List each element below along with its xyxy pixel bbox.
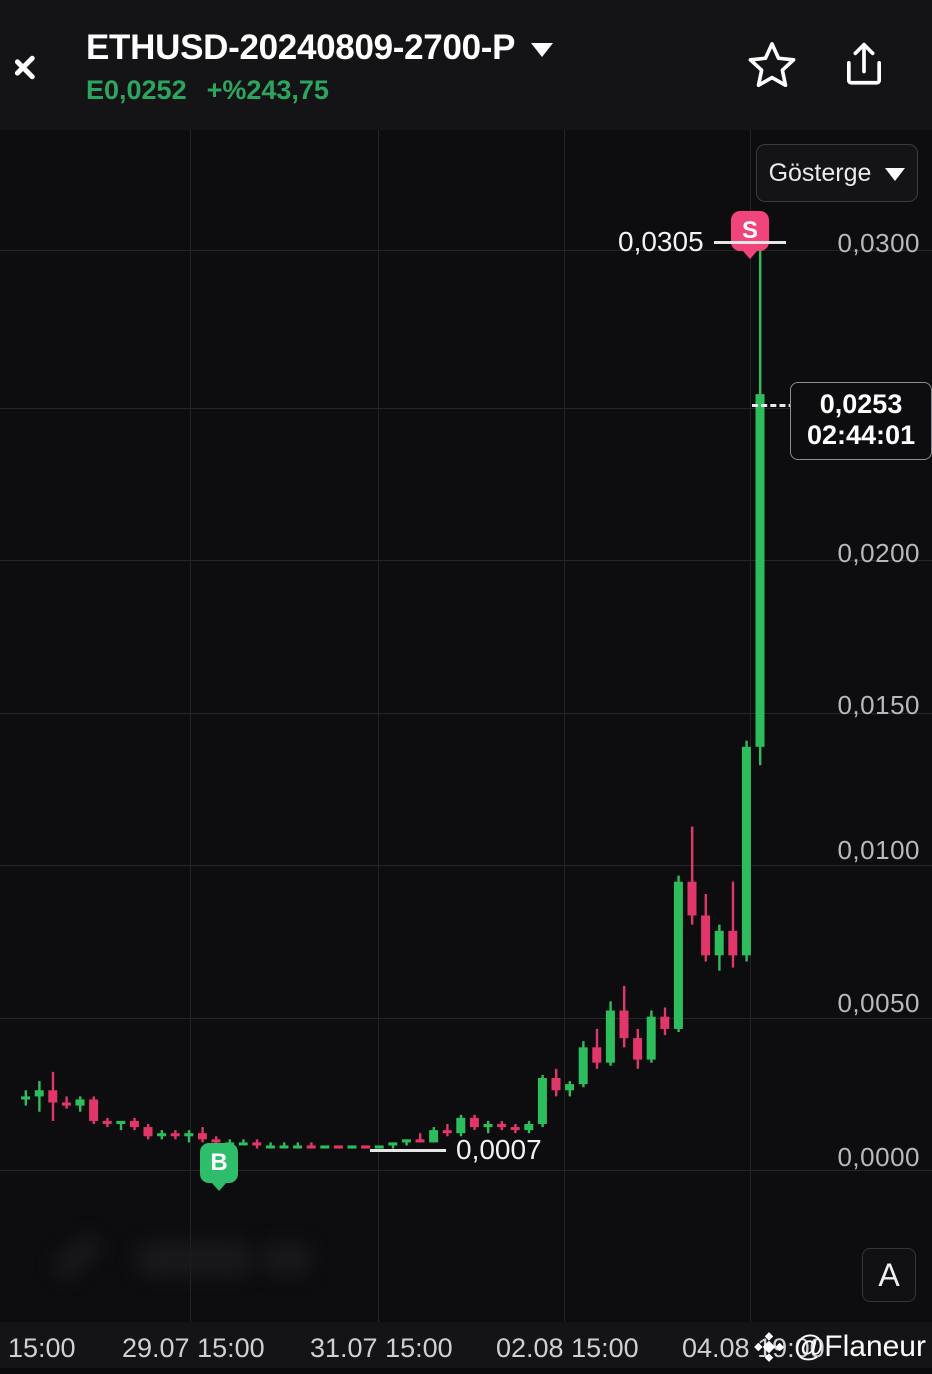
gridline-horizontal bbox=[0, 865, 932, 866]
sell-marker-label: S bbox=[741, 217, 758, 244]
y-axis-label: 0,0200 bbox=[837, 538, 920, 568]
gridline-vertical bbox=[750, 130, 751, 1322]
gridline-vertical bbox=[378, 130, 379, 1322]
chart-canvas[interactable]: 0,0300 0,0200 0,0150 0,0100 0,0050 0,000… bbox=[0, 130, 932, 1322]
chevron-down-icon bbox=[885, 168, 906, 181]
blurred-watermark-text bbox=[135, 1242, 255, 1276]
high-price-label: 0,0305 bbox=[618, 226, 786, 258]
app-header: ETHUSD-20240809-2700-P E0,0252 +%243,75 bbox=[0, 0, 932, 130]
x-axis: 15:00 29.07 15:00 31.07 15:00 02.08 15:0… bbox=[0, 1322, 932, 1374]
gridline-horizontal bbox=[0, 408, 932, 409]
x-axis-label: 29.07 15:00 bbox=[122, 1333, 265, 1363]
change-percent: +%243,75 bbox=[206, 75, 329, 105]
gridline-vertical bbox=[564, 130, 565, 1322]
indicator-dropdown[interactable]: Gösterge bbox=[756, 144, 918, 202]
gridline-horizontal bbox=[0, 1170, 932, 1171]
y-axis-label: 0,0050 bbox=[837, 988, 920, 1018]
watermark: @Flaneur bbox=[752, 1330, 926, 1364]
countdown-timer: 02:44:01 bbox=[807, 420, 916, 451]
share-icon bbox=[846, 42, 882, 85]
high-price-line bbox=[713, 240, 786, 244]
bottom-strip bbox=[0, 1368, 932, 1374]
y-axis-label: 0,0000 bbox=[837, 1142, 920, 1172]
blurred-watermark-text bbox=[262, 1244, 310, 1274]
y-axis-label: 0,0150 bbox=[837, 690, 920, 720]
x-axis-label: 04.08 19:00 bbox=[682, 1333, 825, 1363]
price-row: E0,0252 +%243,75 bbox=[86, 75, 744, 106]
gridline-horizontal bbox=[0, 713, 932, 714]
gridline-vertical bbox=[190, 130, 191, 1322]
y-axis-label: 0,0300 bbox=[837, 228, 920, 258]
favorite-button[interactable] bbox=[744, 37, 800, 93]
high-price-value: 0,0305 bbox=[618, 226, 704, 257]
binance-diamond-icon bbox=[753, 1332, 784, 1362]
star-icon bbox=[748, 42, 796, 88]
x-axis-label: 02.08 15:00 bbox=[496, 1333, 639, 1363]
gridline-horizontal bbox=[0, 560, 932, 561]
buy-marker-label: B bbox=[210, 1149, 228, 1176]
share-button[interactable] bbox=[836, 37, 892, 93]
chevron-left-icon bbox=[30, 43, 56, 87]
last-price: E0,0252 bbox=[86, 75, 187, 105]
x-axis-label: 15:00 bbox=[8, 1333, 76, 1363]
annotation-button[interactable]: A bbox=[862, 1248, 916, 1302]
page-title: ETHUSD-20240809-2700-P bbox=[86, 28, 516, 67]
chevron-down-icon[interactable] bbox=[531, 43, 554, 57]
low-price-value: 0,0007 bbox=[456, 1134, 542, 1165]
candlestick-series bbox=[21, 234, 765, 1149]
sell-marker[interactable]: S bbox=[731, 211, 769, 251]
last-price-value: 0,0253 bbox=[819, 389, 903, 419]
y-axis-label: 0,0100 bbox=[837, 835, 920, 865]
watermark-handle: @Flaneur bbox=[793, 1330, 926, 1363]
buy-marker[interactable]: B bbox=[200, 1143, 238, 1183]
header-actions bbox=[744, 37, 932, 93]
title-row[interactable]: ETHUSD-20240809-2700-P bbox=[86, 28, 744, 68]
back-button[interactable] bbox=[0, 0, 86, 130]
low-price-line bbox=[370, 1148, 446, 1152]
annotation-button-label: A bbox=[878, 1256, 900, 1293]
last-price-box[interactable]: 0,0253 02:44:01 bbox=[790, 382, 932, 461]
x-axis-label: 31.07 15:00 bbox=[310, 1333, 453, 1363]
indicator-dropdown-label: Gösterge bbox=[768, 158, 872, 187]
low-price-label: 0,0007 bbox=[370, 1134, 542, 1166]
title-block: ETHUSD-20240809-2700-P E0,0252 +%243,75 bbox=[86, 24, 744, 106]
gridline-horizontal bbox=[0, 250, 932, 251]
gridline-horizontal bbox=[0, 1018, 932, 1019]
